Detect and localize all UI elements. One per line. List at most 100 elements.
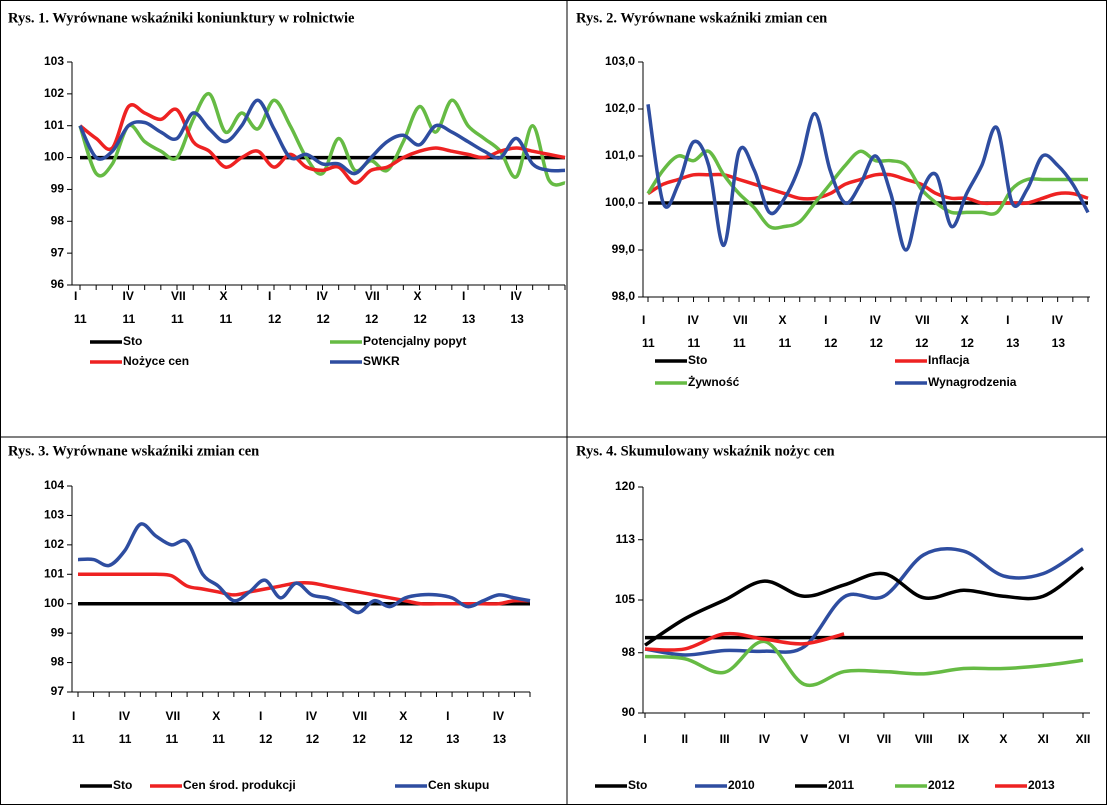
y-tick-label: 102,0	[605, 101, 635, 115]
y-tick-label: 104	[44, 478, 64, 492]
legend-label: Inflacja	[928, 353, 970, 367]
series-line	[78, 92, 566, 187]
x-tick-label: IV 13	[511, 289, 525, 326]
x-tick-label: I 13	[462, 289, 476, 326]
y-tick-label: 101,0	[605, 148, 635, 162]
series-line	[644, 566, 1085, 647]
y-tick-label: 100	[44, 596, 64, 610]
y-tick-label: 97	[51, 245, 65, 259]
legend-label: 2013	[1028, 778, 1055, 792]
y-tick-label: 100,0	[605, 195, 635, 209]
y-tick-label: 99,0	[612, 242, 636, 256]
x-tick-label: VII 12	[915, 313, 930, 350]
series-line	[646, 104, 1090, 252]
legend-label: SWKR	[363, 354, 400, 368]
x-tick-label: IV 12	[317, 289, 331, 326]
x-tick-label: I 12	[259, 709, 273, 746]
series-line	[77, 522, 531, 615]
series-line	[644, 631, 845, 652]
y-tick-label: 101	[44, 118, 64, 132]
x-tick-label: IV 12	[870, 313, 884, 350]
y-tick-label: 90	[622, 705, 636, 719]
x-tick-label: I 12	[824, 313, 838, 350]
chart-title: Rys. 2. Wyrównane wskaźniki zmian cen	[576, 10, 827, 26]
legend-label: Sto	[113, 778, 132, 792]
x-tick-label: VI	[838, 732, 849, 746]
series-line	[78, 103, 566, 185]
legend-label: Cen środ. produkcji	[183, 778, 296, 792]
x-tick-label: I 11	[72, 709, 85, 746]
x-tick-label: I 11	[642, 313, 655, 350]
x-tick-label: X 11	[212, 709, 225, 746]
y-tick-label: 113	[616, 532, 636, 546]
x-tick-label: III	[720, 732, 730, 746]
x-tick-label: XII	[1076, 732, 1091, 746]
x-tick-label: IV 13	[1052, 313, 1066, 350]
chart-title: Rys. 4. Skumulowany wskaźnik nożyc cen	[576, 443, 835, 459]
legend-label: 2012	[928, 778, 955, 792]
y-tick-label: 103	[44, 54, 64, 68]
x-tick-label: VII	[877, 732, 892, 746]
x-tick-label: I 11	[74, 289, 87, 326]
x-tick-label: VII 11	[171, 289, 186, 326]
legend-label: 2010	[728, 778, 755, 792]
x-tick-label: IX	[958, 732, 969, 746]
x-tick-label: VIII	[915, 732, 933, 746]
y-tick-label: 101	[44, 566, 64, 580]
x-tick-label: X 12	[961, 313, 975, 350]
legend-label: Sto	[123, 334, 142, 348]
y-tick-label: 96	[51, 277, 65, 291]
y-tick-label: 102	[44, 537, 64, 551]
x-tick-label: VII 12	[365, 289, 380, 326]
x-tick-label: X 12	[399, 709, 413, 746]
x-tick-label: I 13	[1006, 313, 1020, 350]
x-tick-label: X	[999, 732, 1007, 746]
x-tick-label: IV 11	[123, 289, 136, 326]
series-line	[78, 98, 566, 176]
legend-label: Sto	[628, 778, 647, 792]
x-tick-label: I 13	[446, 709, 460, 746]
y-tick-label: 98,0	[612, 289, 636, 303]
x-tick-label: X 11	[220, 289, 233, 326]
x-tick-label: VII 11	[166, 709, 181, 746]
x-tick-label: IV 13	[493, 709, 507, 746]
chart-title: Rys. 1. Wyrównane wskaźniki koniunktury …	[8, 10, 355, 26]
y-tick-label: 99	[51, 625, 65, 639]
x-tick-label: IV 11	[119, 709, 132, 746]
y-tick-label: 100	[44, 150, 64, 164]
legend-label: Żywność	[688, 374, 740, 389]
chart-title: Rys. 3. Wyrównane wskaźniki zmian cen	[8, 443, 259, 459]
legend-label: Sto	[688, 353, 707, 367]
legend-label: Cen skupu	[428, 778, 489, 792]
x-tick-label: IV	[759, 732, 770, 746]
x-tick-label: IV 12	[306, 709, 320, 746]
legend-label: 2011	[828, 778, 854, 792]
y-tick-label: 120	[615, 479, 635, 493]
x-tick-label: I	[643, 732, 646, 746]
y-tick-label: 105	[615, 592, 635, 606]
x-tick-label: V	[800, 732, 808, 746]
y-tick-label: 99	[51, 182, 65, 196]
y-tick-label: 103	[44, 508, 64, 522]
x-tick-label: II	[681, 732, 688, 746]
x-tick-label: X 12	[414, 289, 428, 326]
x-tick-label: VII 11	[733, 313, 748, 350]
series-line	[646, 149, 1088, 230]
series-line	[644, 546, 1084, 657]
x-tick-label: IV 11	[688, 313, 701, 350]
series-line	[644, 639, 1084, 688]
x-tick-label: XI	[1038, 732, 1049, 746]
legend-label: Potencjalny popyt	[363, 334, 466, 348]
y-tick-label: 98	[51, 655, 65, 669]
legend-label: Wynagrodzenia	[928, 375, 1017, 389]
y-tick-label: 103,0	[605, 54, 635, 68]
x-tick-label: X 11	[779, 313, 792, 350]
x-tick-label: I 12	[268, 289, 282, 326]
x-tick-label: VII 12	[353, 709, 368, 746]
y-tick-label: 102	[44, 86, 64, 100]
y-tick-label: 97	[51, 684, 65, 698]
series-line	[78, 572, 531, 606]
legend-label: Nożyce cen	[123, 354, 189, 368]
